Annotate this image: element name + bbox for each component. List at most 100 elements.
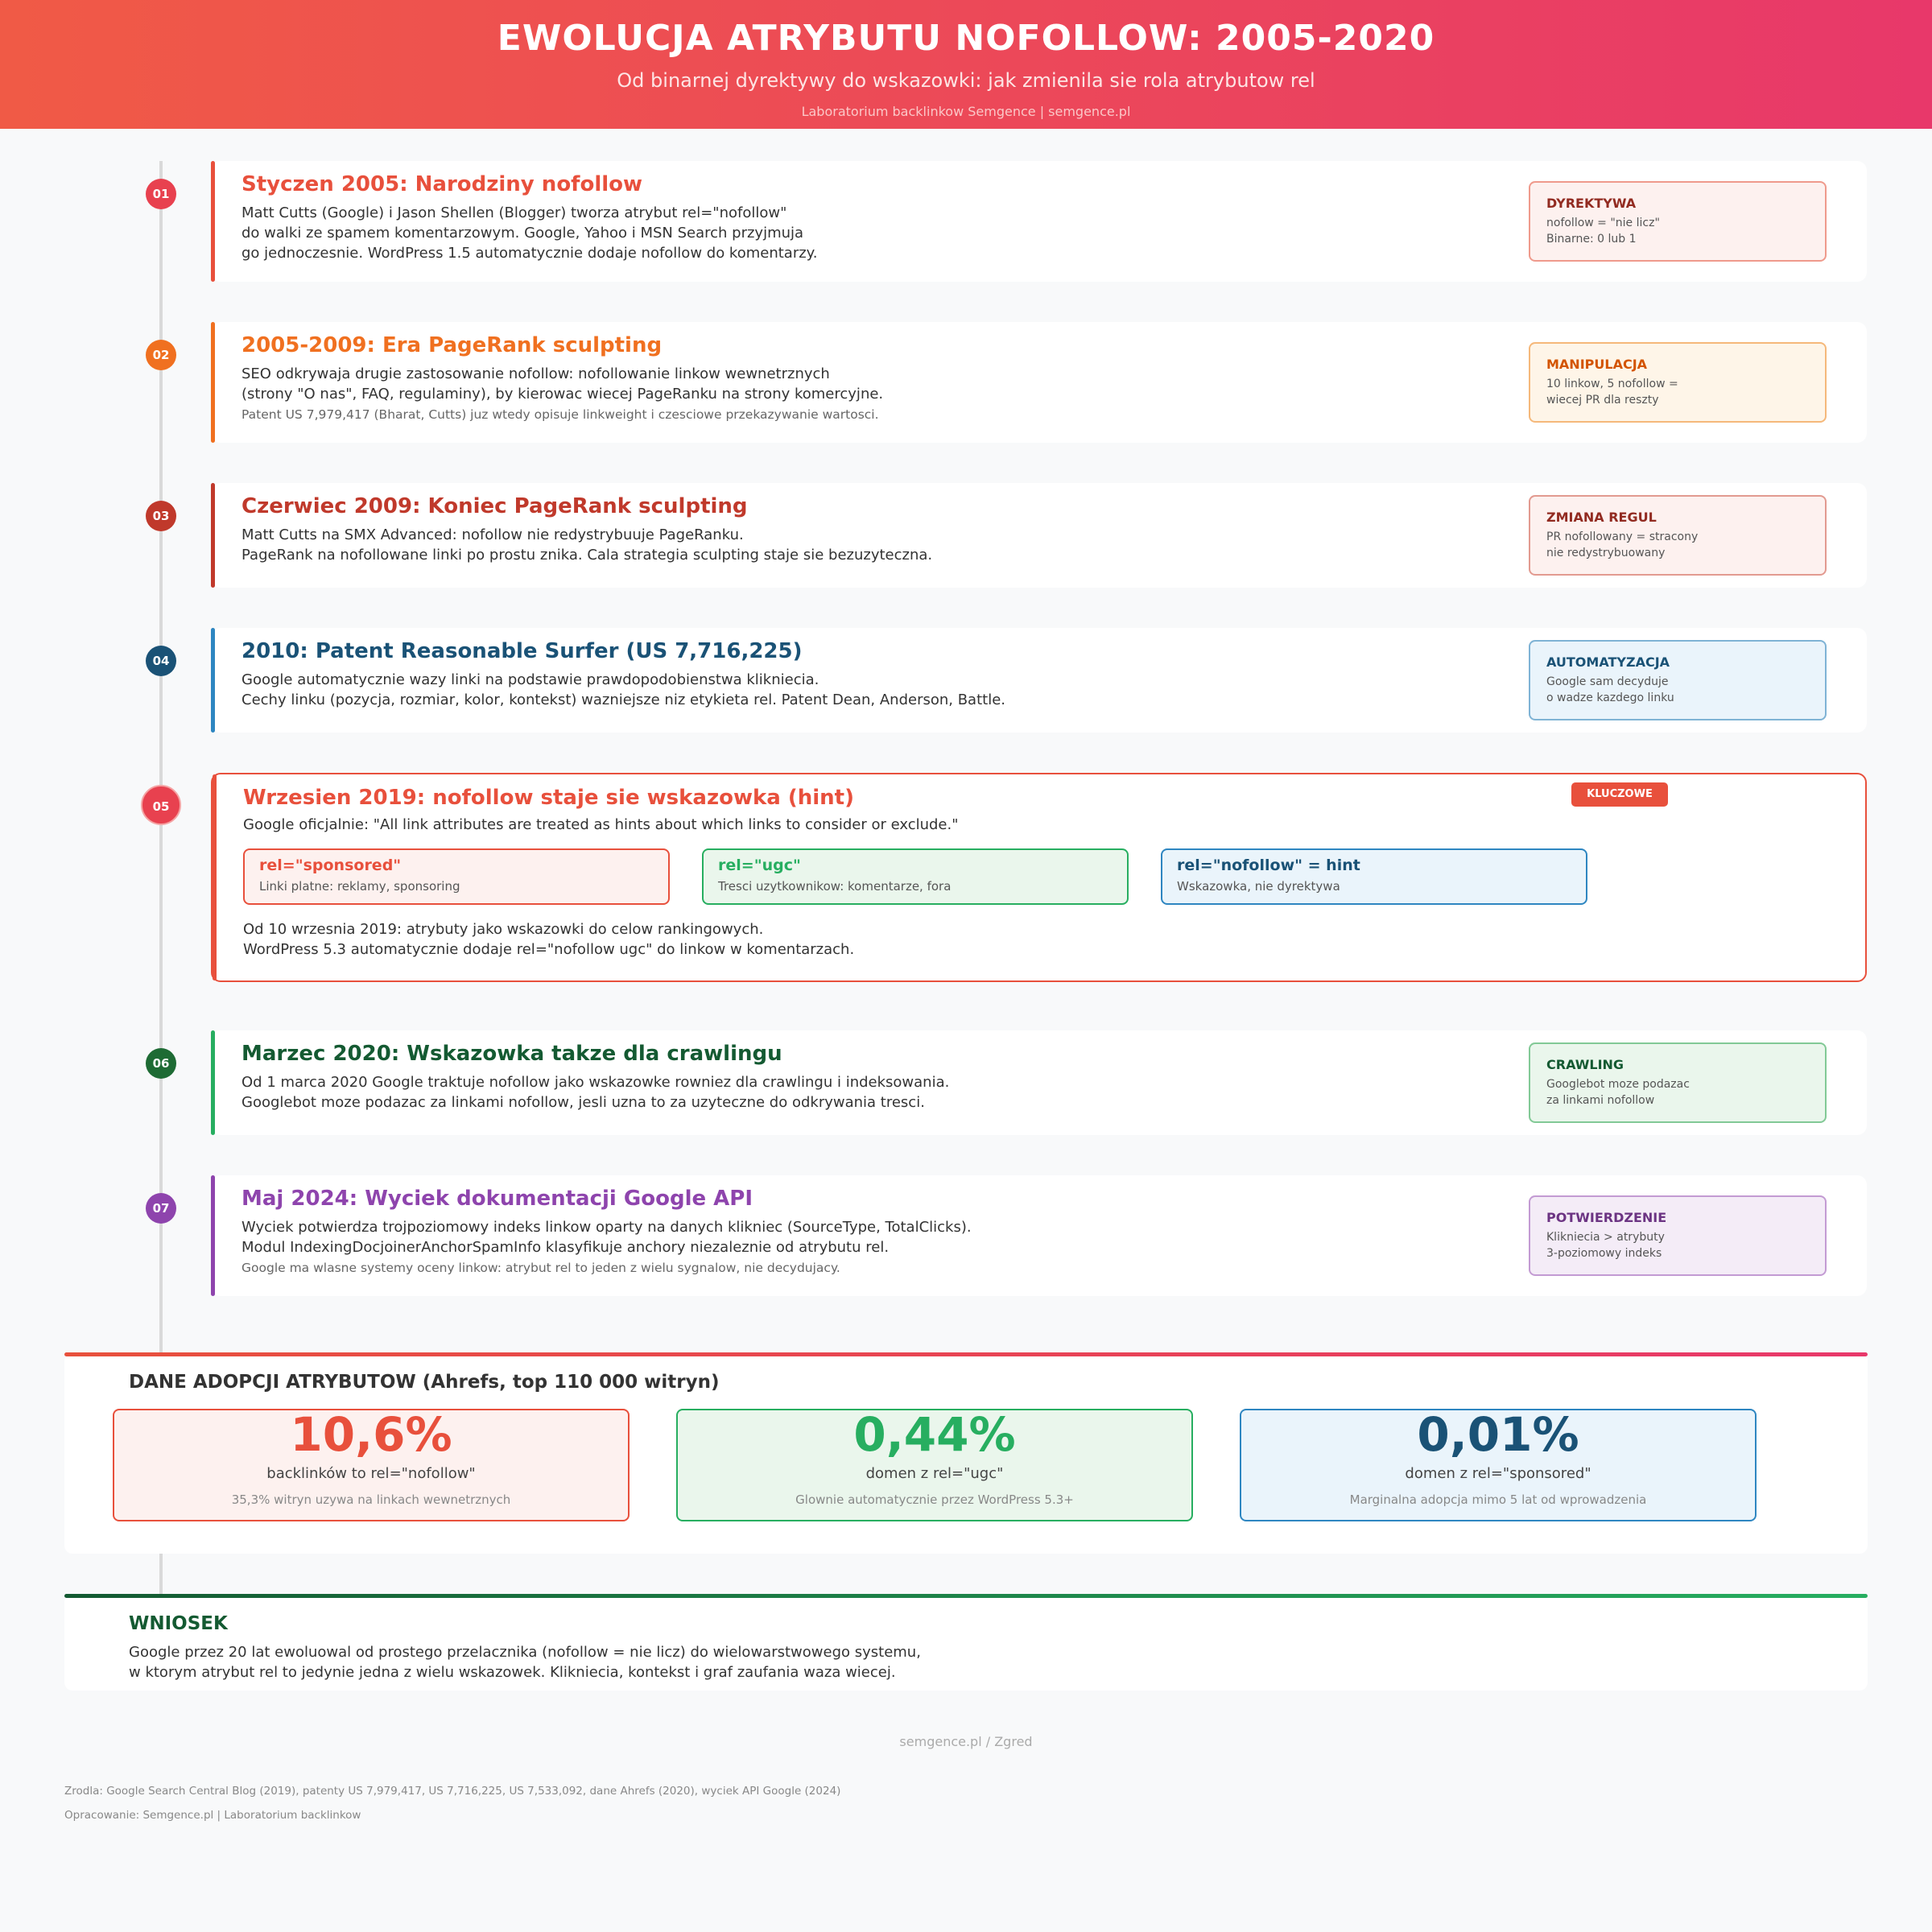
event-number: 06 xyxy=(146,1048,176,1079)
rel-title: rel="ugc" xyxy=(718,857,801,874)
rel-desc: Linki platne: reklamy, sponsoring xyxy=(259,879,460,894)
event-badge: CRAWLING Googlebot moze podazac za linka… xyxy=(1529,1042,1827,1123)
rel-desc: Tresci uzytkownikow: komentarze, fora xyxy=(718,879,952,894)
badge-line: 3-poziomowy indeks xyxy=(1546,1247,1662,1260)
badge-line: wiecej PR dla reszty xyxy=(1546,394,1659,407)
adoption-title: DANE ADOPCJI ATRYBUTOW (Ahrefs, top 110 … xyxy=(129,1372,720,1393)
event-accent-bar xyxy=(211,628,215,733)
badge-line: o wadze kazdego linku xyxy=(1546,691,1674,704)
key-badge: KLUCZOWE xyxy=(1571,782,1668,807)
event-text: WordPress 5.3 automatycznie dodaje rel="… xyxy=(243,941,855,958)
event-title: 2005-2009: Era PageRank sculpting xyxy=(242,333,663,357)
stat-label: domen z rel="ugc" xyxy=(865,1465,1004,1482)
footer-sources: Zrodla: Google Search Central Blog (2019… xyxy=(64,1785,841,1798)
footer-prepared: Opracowanie: Semgence.pl | Laboratorium … xyxy=(64,1809,361,1822)
badge-line: nie redystrybuowany xyxy=(1546,547,1666,559)
event-accent-bar xyxy=(211,483,215,588)
stat-value: 0,01% xyxy=(1417,1407,1579,1462)
badge-title: DYREKTYWA xyxy=(1546,196,1637,211)
event-text: Matt Cutts na SMX Advanced: nofollow nie… xyxy=(242,526,744,543)
badge-line: 10 linkow, 5 nofollow = xyxy=(1546,378,1678,390)
event-text: Od 1 marca 2020 Google traktuje nofollow… xyxy=(242,1074,950,1091)
stat-value: 0,44% xyxy=(853,1407,1016,1462)
rel-sponsored-box: rel="sponsored" Linki platne: reklamy, s… xyxy=(243,848,670,905)
conclusion-title: WNIOSEK xyxy=(129,1613,228,1634)
conclusion-text: Google przez 20 lat ewoluowal od prosteg… xyxy=(129,1644,921,1661)
conclusion-text: w ktorym atrybut rel to jedynie jedna z … xyxy=(129,1664,896,1681)
badge-line: PR nofollowany = stracony xyxy=(1546,530,1699,543)
event-title: Marzec 2020: Wskazowka takze dla crawlin… xyxy=(242,1042,782,1066)
event-text: Wyciek potwierdza trojpoziomowy indeks l… xyxy=(242,1219,972,1236)
rel-title: rel="sponsored" xyxy=(259,857,402,874)
stat-label: domen z rel="sponsored" xyxy=(1405,1465,1591,1482)
badge-line: Klikniecia > atrybuty xyxy=(1546,1231,1665,1244)
event-number: 01 xyxy=(146,179,176,209)
conclusion-section: WNIOSEK Google przez 20 lat ewoluowal od… xyxy=(64,1594,1868,1690)
event-quote: Google oficjalnie: "All link attributes … xyxy=(243,816,959,833)
event-accent-bar xyxy=(211,1175,215,1296)
event-number: 07 xyxy=(146,1193,176,1224)
timeline-event: Marzec 2020: Wskazowka takze dla crawlin… xyxy=(211,1030,1867,1135)
event-badge: DYREKTYWA nofollow = "nie licz" Binarne:… xyxy=(1529,181,1827,262)
event-badge: MANIPULACJA 10 linkow, 5 nofollow = wiec… xyxy=(1529,342,1827,423)
event-text: Modul IndexingDocjoinerAnchorSpamInfo kl… xyxy=(242,1239,890,1256)
event-text: SEO odkrywaja drugie zastosowanie nofoll… xyxy=(242,365,830,382)
event-text: (strony "O nas", FAQ, regulaminy), by ki… xyxy=(242,386,884,402)
stat-desc: Marginalna adopcja mimo 5 lat od wprowad… xyxy=(1349,1492,1647,1507)
badge-title: MANIPULACJA xyxy=(1546,357,1648,372)
badge-line: Binarne: 0 lub 1 xyxy=(1546,233,1637,246)
event-title: Maj 2024: Wyciek dokumentacji Google API xyxy=(242,1187,753,1211)
event-text: Googlebot moze podazac za linkami nofoll… xyxy=(242,1094,925,1111)
badge-title: ZMIANA REGUL xyxy=(1546,510,1657,525)
event-title: Czerwiec 2009: Koniec PageRank sculpting xyxy=(242,494,748,518)
timeline-event: Maj 2024: Wyciek dokumentacji Google API… xyxy=(211,1175,1867,1296)
section-accent-bar xyxy=(64,1352,1868,1356)
event-number: 03 xyxy=(146,501,176,531)
event-note: Patent US 7,979,417 (Bharat, Cutts) juz … xyxy=(242,407,879,422)
page-subtitle: Od binarnej dyrektywy do wskazowki: jak … xyxy=(617,69,1315,92)
page-title: EWOLUCJA ATRYBUTU NOFOLLOW: 2005-2020 xyxy=(497,18,1435,59)
header-banner: EWOLUCJA ATRYBUTU NOFOLLOW: 2005-2020 Od… xyxy=(0,0,1932,129)
event-number: 05 xyxy=(141,785,181,825)
event-accent-bar xyxy=(211,161,215,282)
event-title: 2010: Patent Reasonable Surfer (US 7,716… xyxy=(242,639,803,663)
event-number: 04 xyxy=(146,646,176,676)
stat-sponsored: 0,01% domen z rel="sponsored" Marginalna… xyxy=(1240,1407,1757,1521)
timeline-event: Czerwiec 2009: Koniec PageRank sculpting… xyxy=(211,483,1867,588)
rel-nofollow-box: rel="nofollow" = hint Wskazowka, nie dyr… xyxy=(1161,848,1587,905)
event-text: do walki ze spamem komentarzowym. Google… xyxy=(242,225,804,242)
event-title: Styczen 2005: Narodziny nofollow xyxy=(242,172,643,196)
event-title: Wrzesien 2019: nofollow staje sie wskazo… xyxy=(243,786,854,810)
event-text: PageRank na nofollowane linki po prostu … xyxy=(242,547,933,564)
badge-line: za linkami nofollow xyxy=(1546,1094,1655,1107)
badge-title: AUTOMATYZACJA xyxy=(1546,654,1670,670)
badge-title: POTWIERDZENIE xyxy=(1546,1210,1667,1225)
timeline-line xyxy=(159,161,163,1594)
section-accent-bar xyxy=(64,1594,1868,1598)
badge-line: Google sam decyduje xyxy=(1546,675,1669,688)
footer-credit: semgence.pl / Zgred xyxy=(899,1734,1033,1749)
event-note: Google ma wlasne systemy oceny linkow: a… xyxy=(242,1261,840,1275)
timeline-event: 2010: Patent Reasonable Surfer (US 7,716… xyxy=(211,628,1867,733)
stat-ugc: 0,44% domen z rel="ugc" Glownie automaty… xyxy=(676,1407,1193,1521)
event-text: Matt Cutts (Google) i Jason Shellen (Blo… xyxy=(242,204,787,221)
event-number: 02 xyxy=(146,340,176,370)
event-accent-bar xyxy=(213,774,217,980)
badge-title: CRAWLING xyxy=(1546,1057,1624,1072)
event-text: Google automatycznie wazy linki na podst… xyxy=(242,671,819,688)
timeline-event: 2005-2009: Era PageRank sculpting SEO od… xyxy=(211,322,1867,443)
event-accent-bar xyxy=(211,1030,215,1135)
event-text: Od 10 wrzesnia 2019: atrybuty jako wskaz… xyxy=(243,921,764,938)
event-accent-bar xyxy=(211,322,215,443)
rel-desc: Wskazowka, nie dyrektywa xyxy=(1177,879,1340,894)
stat-nofollow: 10,6% backlinków to rel="nofollow" 35,3%… xyxy=(113,1407,630,1521)
adoption-section: DANE ADOPCJI ATRYBUTOW (Ahrefs, top 110 … xyxy=(64,1352,1868,1554)
rel-title: rel="nofollow" = hint xyxy=(1177,857,1360,874)
event-badge: POTWIERDZENIE Klikniecia > atrybuty 3-po… xyxy=(1529,1195,1827,1276)
header-credit: Laboratorium backlinkow Semgence | semge… xyxy=(801,104,1131,119)
badge-line: Googlebot moze podazac xyxy=(1546,1078,1690,1091)
stat-desc: Glownie automatycznie przez WordPress 5.… xyxy=(795,1492,1074,1507)
stat-label: backlinków to rel="nofollow" xyxy=(266,1465,476,1482)
stat-desc: 35,3% witryn uzywa na linkach wewnetrzny… xyxy=(231,1492,511,1507)
stat-value: 10,6% xyxy=(290,1407,452,1462)
